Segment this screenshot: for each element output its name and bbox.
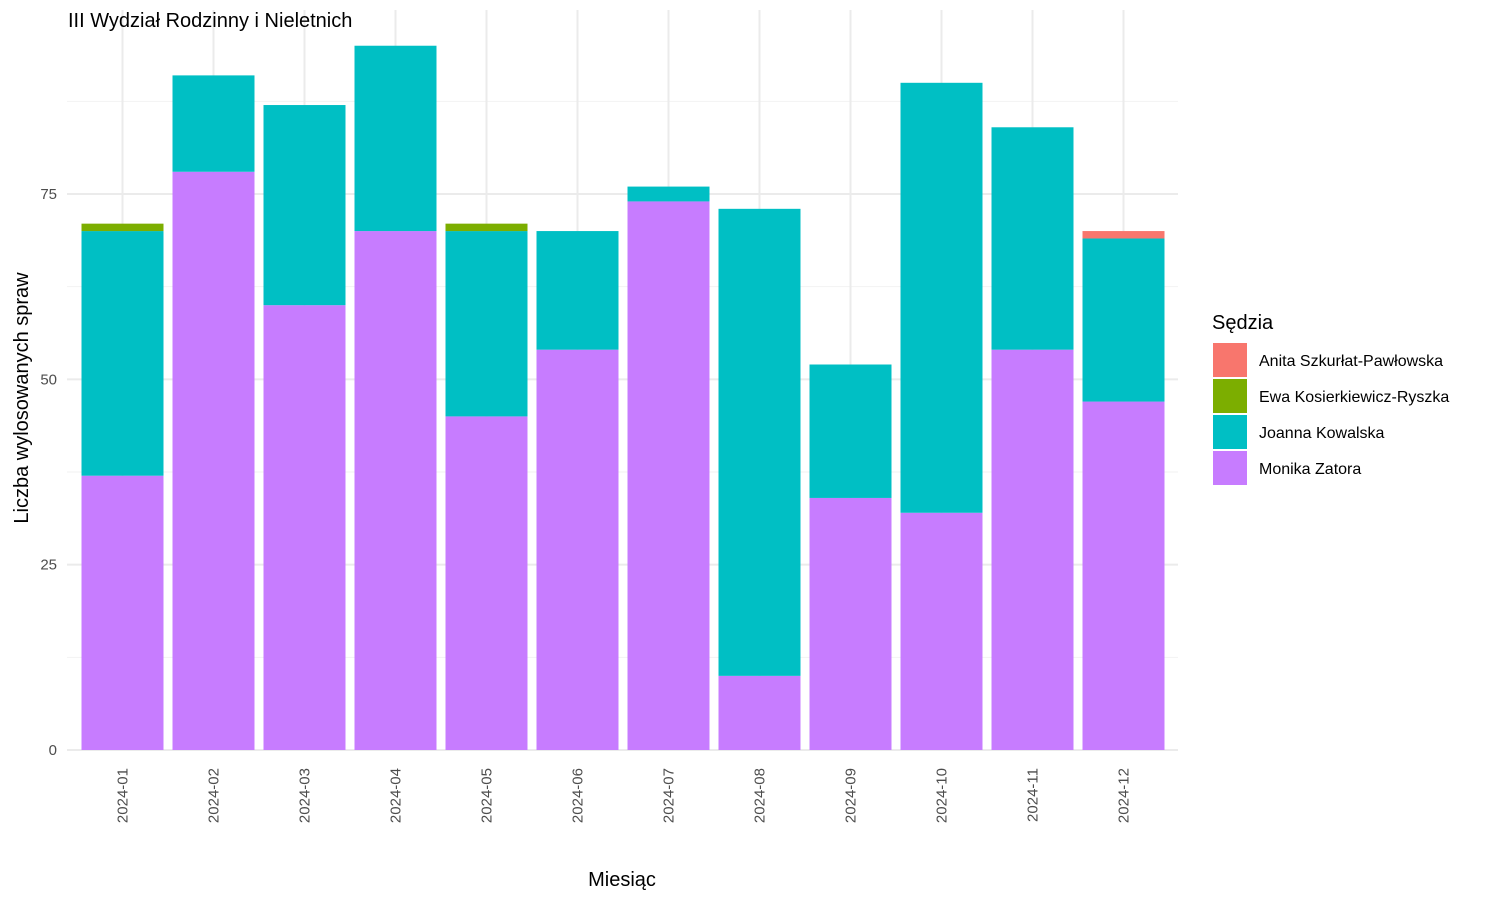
x-tick-label: 2024-04 (388, 768, 405, 823)
x-tick-label: 2024-08 (752, 768, 769, 823)
x-tick-label: 2024-05 (479, 768, 496, 823)
bar-segment (263, 305, 346, 750)
bar-segment (445, 416, 528, 750)
legend-label: Anita Szkurłat-Pawłowska (1259, 353, 1443, 370)
bar-segment (809, 497, 892, 750)
x-tick-label: 2024-11 (1025, 768, 1042, 822)
legend-key (1213, 451, 1247, 485)
x-tick-label: 2024-07 (661, 768, 678, 823)
bar-segment (991, 349, 1074, 750)
bar-segment (263, 105, 346, 306)
y-tick-label: 25 (40, 557, 57, 574)
x-tick-label: 2024-12 (1116, 768, 1133, 823)
bar-segment (81, 231, 164, 476)
bar-segment (536, 349, 619, 750)
x-tick-label: 2024-10 (934, 768, 951, 823)
x-tick-label: 2024-02 (206, 768, 223, 823)
bar-segment (1082, 231, 1165, 239)
bar-segment (627, 186, 710, 202)
bar-segment (809, 364, 892, 498)
legend-key (1213, 343, 1247, 377)
bar-segment (536, 231, 619, 350)
bar-segment (81, 223, 164, 232)
chart-title: III Wydział Rodzinny i Nieletnich (68, 10, 352, 32)
legend-label: Joanna Kowalska (1259, 425, 1385, 442)
legend-label: Monika Zatora (1259, 461, 1361, 478)
x-tick-label: 2024-01 (115, 768, 132, 823)
legend-key (1213, 379, 1247, 413)
bar-segment (172, 75, 255, 172)
bars-layer (81, 45, 1165, 751)
bar-segment (354, 45, 437, 232)
y-tick-label: 0 (49, 742, 57, 759)
bar-segment (900, 512, 983, 750)
x-tick-label: 2024-06 (570, 768, 587, 823)
bar-segment (991, 127, 1074, 350)
y-axis-title: Liczba wylosowanych spraw (11, 272, 33, 524)
bar-segment (1082, 401, 1165, 750)
bar-segment (718, 675, 801, 750)
y-tick-label: 50 (40, 371, 57, 388)
bar-segment (1082, 238, 1165, 402)
bar-segment (81, 475, 164, 750)
y-tick-label: 75 (40, 186, 57, 203)
legend-label: Ewa Kosierkiewicz-Ryszka (1259, 389, 1449, 406)
bar-segment (718, 208, 801, 676)
legend: Sędzia Anita Szkurłat-Pawłowska Ewa Kosie… (1212, 312, 1449, 485)
bar-segment (900, 82, 983, 513)
bar-segment (445, 231, 528, 417)
bar-segment (445, 223, 528, 232)
bar-segment (627, 201, 710, 750)
x-axis-title: Miesiąc (588, 869, 656, 891)
legend-title: Sędzia (1212, 312, 1274, 334)
axis-layer: 0 25 50 75 2024-01 2024-02 2024-03 2024-04 2024-… (40, 186, 1132, 823)
bar-segment (172, 171, 255, 750)
x-tick-label: 2024-09 (843, 768, 860, 823)
bar-segment (354, 231, 437, 751)
legend-key (1213, 415, 1247, 449)
x-tick-label: 2024-03 (297, 768, 314, 823)
